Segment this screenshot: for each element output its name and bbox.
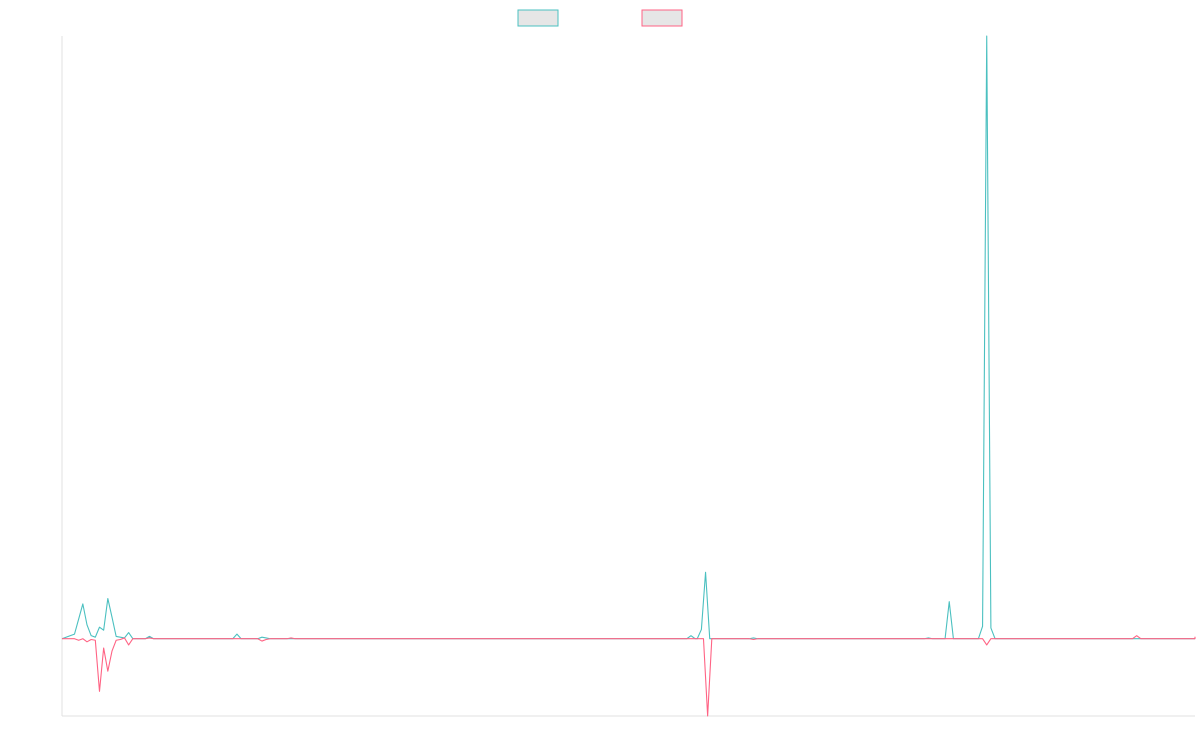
series-layer: [61, 35, 1196, 717]
axes: [61, 36, 1195, 717]
legend-swatch-1[interactable]: [517, 9, 559, 27]
series-line-1: [61, 35, 1195, 640]
legend-swatch-2[interactable]: [641, 9, 683, 27]
legend[interactable]: [517, 9, 683, 27]
series-line-2: [62, 635, 1196, 717]
